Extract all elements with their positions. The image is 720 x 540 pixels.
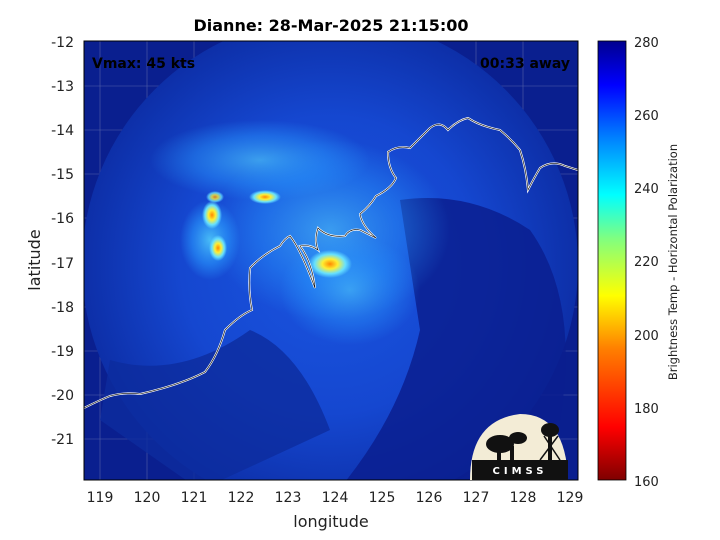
x-tick: 127 xyxy=(463,490,490,506)
x-tick: 119 xyxy=(87,490,114,506)
cold-region xyxy=(346,198,566,480)
x-axis-label: longitude xyxy=(293,512,368,531)
y-tick: -17 xyxy=(51,256,74,272)
y-tick: -16 xyxy=(51,211,74,227)
colorbar-tick: 240 xyxy=(634,182,659,197)
logo-text: CIMSS xyxy=(493,466,548,477)
warm-core xyxy=(308,250,352,278)
y-tick: -18 xyxy=(51,300,74,316)
x-tick: 125 xyxy=(369,490,396,506)
y-axis-label: latitude xyxy=(25,229,44,290)
x-tick: 122 xyxy=(228,490,255,506)
vmax-label: Vmax: 45 kts xyxy=(92,56,195,72)
y-tick: -20 xyxy=(51,388,74,404)
colorbar-tick: 220 xyxy=(634,255,659,270)
colorbar-tick: 160 xyxy=(634,475,659,490)
y-ticks: -12 -13 -14 -15 -16 -17 -18 -19 -20 -21 xyxy=(51,35,74,448)
x-tick: 121 xyxy=(181,490,208,506)
x-tick: 129 xyxy=(557,490,584,506)
plot-frame xyxy=(83,40,579,481)
y-tick: -21 xyxy=(51,432,74,448)
colorbar-ticks: 280 260 240 220 200 180 160 xyxy=(634,36,659,490)
y-tick: -14 xyxy=(51,123,74,139)
colorbar-tick: 260 xyxy=(634,109,659,124)
y-tick: -12 xyxy=(51,35,74,51)
time-away-label: 00:33 away xyxy=(480,56,570,72)
colorbar xyxy=(597,40,627,481)
x-tick: 126 xyxy=(416,490,443,506)
x-tick: 124 xyxy=(322,490,349,506)
x-tick: 120 xyxy=(134,490,161,506)
colorbar-tick: 200 xyxy=(634,329,659,344)
y-tick: -15 xyxy=(51,167,74,183)
x-ticks: 119 120 121 122 123 124 125 126 127 128 … xyxy=(87,490,584,506)
x-tick: 123 xyxy=(275,490,302,506)
cimss-logo: CIMSS xyxy=(470,414,568,480)
y-tick: -19 xyxy=(51,344,74,360)
colorbar-tick: 180 xyxy=(634,402,659,417)
colorbar-tick: 280 xyxy=(634,36,659,51)
colorbar-label: Brightness Temp - Horizontal Polarizatio… xyxy=(666,144,680,380)
y-tick: -13 xyxy=(51,79,74,95)
map-title: Dianne: 28-Mar-2025 21:15:00 xyxy=(193,16,468,35)
x-tick: 128 xyxy=(510,490,537,506)
